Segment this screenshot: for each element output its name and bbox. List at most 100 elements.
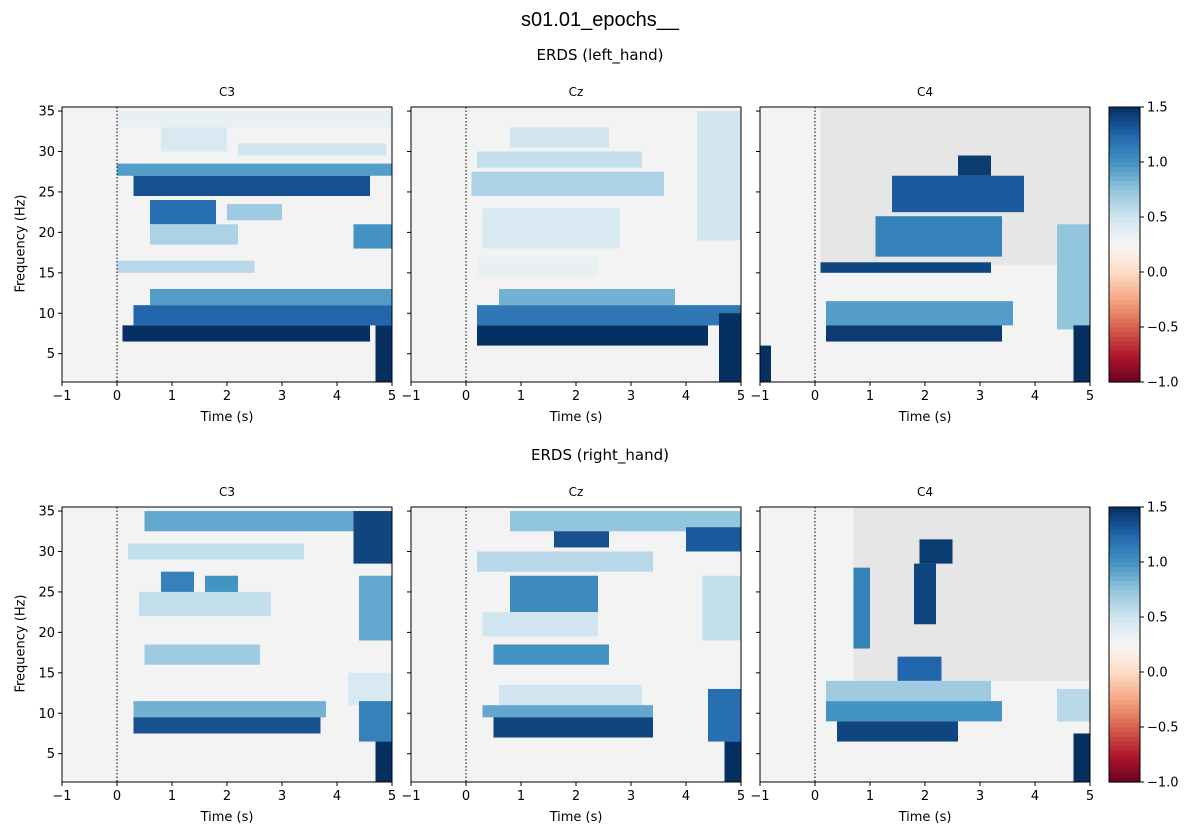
y-tick-label: 20 [38, 226, 55, 241]
colorbar-segment [1109, 626, 1140, 632]
colorbar-segment [1109, 557, 1140, 563]
heatmap-cell [117, 111, 392, 128]
colorbar-segment [1109, 552, 1140, 559]
heatmap-cell [477, 151, 642, 168]
colorbar-segment [1109, 354, 1140, 360]
heatmap-cell [482, 208, 620, 249]
colorbar-segment [1109, 368, 1140, 374]
colorbar-segment [1109, 681, 1140, 687]
colorbar-segment [1109, 336, 1140, 342]
colorbar-segment [1109, 653, 1140, 659]
heatmap-cell [133, 305, 392, 326]
colorbar-segment [1109, 562, 1140, 568]
heatmap-cell [914, 563, 936, 625]
x-tick-label: 3 [976, 789, 984, 804]
colorbar-segment [1109, 304, 1140, 310]
colorbar-segment [1109, 322, 1140, 328]
colorbar-segment [1109, 244, 1140, 250]
panel-title-c4: C4 [916, 485, 933, 499]
heatmap-cell [482, 612, 598, 637]
colorbar-segment [1109, 308, 1140, 314]
colorbar-segment [1109, 520, 1140, 526]
colorbar-segment [1109, 331, 1140, 337]
colorbar-segment [1109, 621, 1140, 627]
heatmap-cell [471, 171, 664, 196]
x-axis-label: Time (s) [898, 810, 952, 825]
heatmap-cell [359, 701, 392, 742]
colorbar-segment [1109, 162, 1140, 168]
colorbar-tick-label: 0.5 [1147, 611, 1168, 626]
x-axis-label: Time (s) [898, 410, 952, 425]
panel-title-cz: Cz [568, 485, 584, 499]
colorbar-segment [1109, 317, 1140, 324]
colorbar-segment [1109, 740, 1140, 746]
x-tick-label: 5 [388, 389, 396, 404]
colorbar-segment [1109, 276, 1140, 282]
colorbar-segment [1109, 184, 1140, 191]
heatmap-cell [139, 591, 271, 617]
x-tick-label: −1 [401, 389, 420, 404]
colorbar-segment [1109, 630, 1140, 636]
colorbar-segment [1109, 717, 1140, 724]
heatmap-cell [150, 224, 238, 245]
panel-title-c3: C3 [218, 85, 235, 99]
y-tick-label: 15 [38, 266, 55, 281]
heatmap-cell [499, 288, 675, 306]
colorbar-frame [1108, 506, 1141, 783]
colorbar-segment [1109, 607, 1140, 614]
x-tick-label: 0 [811, 789, 819, 804]
colorbar-segment [1109, 249, 1140, 255]
colorbar-segment [1109, 134, 1140, 140]
x-tick-label: 5 [1086, 789, 1094, 804]
colorbar-segment [1109, 772, 1140, 779]
colorbar-segment [1109, 754, 1140, 760]
x-tick-label: 4 [682, 789, 690, 804]
colorbar-tick-label: 1.5 [1147, 101, 1168, 116]
heatmap-cell [697, 111, 741, 241]
colorbar-segment [1109, 226, 1140, 232]
x-tick-label: −1 [750, 389, 769, 404]
heatmap-cell [826, 701, 1002, 722]
colorbar-segment [1109, 617, 1140, 623]
colorbar-segment [1109, 543, 1140, 549]
heatmap-cell [510, 511, 741, 532]
heatmap-cell [1057, 224, 1090, 330]
heatmap-cell [150, 288, 392, 306]
y-tick-label: 5 [47, 747, 55, 762]
colorbar-tick-label: −1.0 [1147, 776, 1179, 791]
colorbar-segment [1109, 198, 1140, 204]
colorbar-segment [1109, 148, 1140, 154]
x-tick-label: 2 [921, 789, 929, 804]
figure-suptitle: s01.01_epochs__ [521, 9, 679, 31]
heatmap-cell [826, 680, 991, 702]
colorbar-segment [1109, 649, 1140, 655]
colorbar-segment [1109, 516, 1140, 522]
colorbar-segment [1109, 777, 1140, 783]
colorbar-segment [1109, 290, 1140, 296]
colorbar-segment [1109, 575, 1140, 581]
colorbar-segment [1109, 580, 1140, 586]
x-tick-label: 2 [572, 389, 580, 404]
colorbar-segment [1109, 672, 1140, 678]
colorbar-segment [1109, 511, 1140, 517]
colorbar-segment [1109, 313, 1140, 319]
x-tick-label: 0 [113, 389, 121, 404]
colorbar-segment [1109, 603, 1140, 609]
x-tick-label: 3 [627, 789, 635, 804]
colorbar-segment [1109, 359, 1140, 365]
heatmap-cell [477, 325, 708, 346]
heatmap-cell [554, 531, 609, 548]
colorbar-segment [1109, 768, 1140, 774]
x-tick-label: 1 [168, 789, 176, 804]
colorbar-segment [1109, 534, 1140, 540]
x-tick-label: 4 [1031, 389, 1039, 404]
colorbar-segment [1109, 235, 1140, 241]
x-tick-label: −1 [401, 789, 420, 804]
colorbar-segment [1109, 539, 1140, 545]
colorbar-segment [1109, 676, 1140, 682]
x-tick-label: 2 [223, 789, 231, 804]
heatmap-cell [702, 575, 741, 641]
colorbar-segment [1109, 294, 1140, 301]
colorbar-segment [1109, 340, 1140, 346]
